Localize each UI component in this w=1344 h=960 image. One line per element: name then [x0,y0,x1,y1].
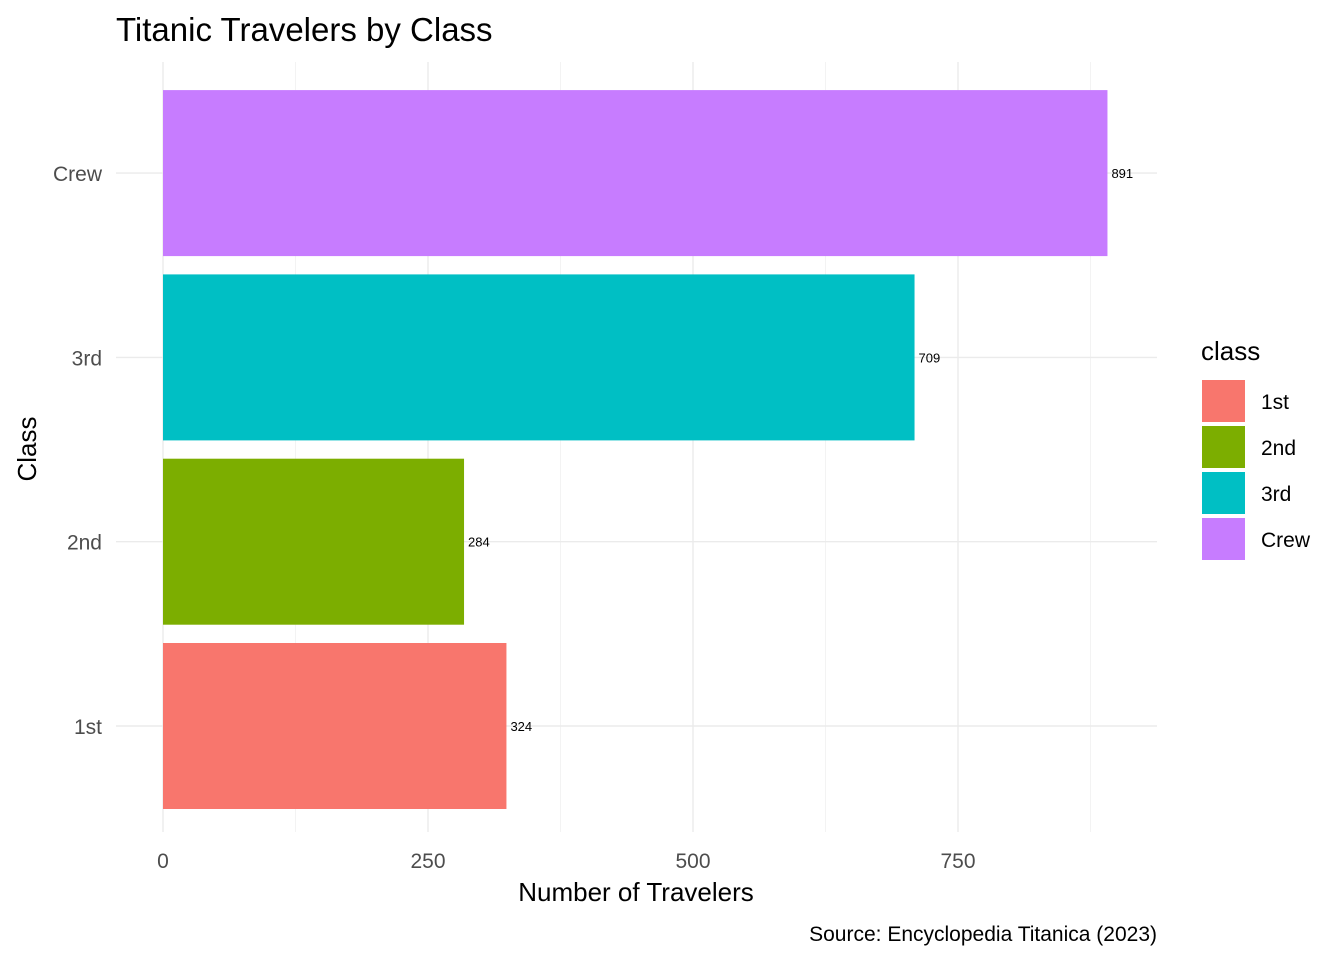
data-label-2nd: 284 [468,535,490,550]
x-axis-title: Number of Travelers [518,877,754,907]
data-label-1st: 324 [510,719,532,734]
y-tick-label: 3rd [72,347,102,370]
legend-key-crew [1202,518,1245,560]
x-tick-label: 500 [675,850,710,873]
bars [163,90,1108,809]
legend-key-2nd [1202,426,1245,468]
legend: class 1st 2nd 3rd Crew [1201,336,1311,560]
bar-crew [163,90,1108,257]
y-axis-title: Class [12,416,42,481]
x-tick-label: 750 [940,850,975,873]
data-labels: 324 284 709 891 [468,166,1133,734]
bar-2nd [163,458,465,625]
legend-key-3rd [1202,472,1245,514]
legend-label-2nd: 2nd [1261,437,1296,460]
legend-key-1st [1202,380,1245,422]
x-tick-label: 0 [157,850,169,873]
legend-label-1st: 1st [1261,391,1289,414]
legend-label-3rd: 3rd [1261,483,1291,506]
legend-title: class [1201,336,1260,366]
y-tick-label: 1st [74,716,102,739]
y-tick-label: 2nd [67,532,102,555]
bar-1st [163,643,507,809]
x-tick-label: 250 [410,850,445,873]
y-axis-ticks: 1st 2nd 3rd Crew [53,163,103,739]
legend-label-crew: Crew [1261,529,1311,552]
bar-3rd [163,274,915,441]
data-label-crew: 891 [1111,166,1133,181]
x-axis-ticks: 0 250 500 750 [157,850,975,873]
chart-title: Titanic Travelers by Class [116,11,493,48]
data-label-3rd: 709 [919,350,941,365]
y-tick-label: Crew [53,163,103,186]
chart-caption: Source: Encyclopedia Titanica (2023) [809,923,1157,946]
